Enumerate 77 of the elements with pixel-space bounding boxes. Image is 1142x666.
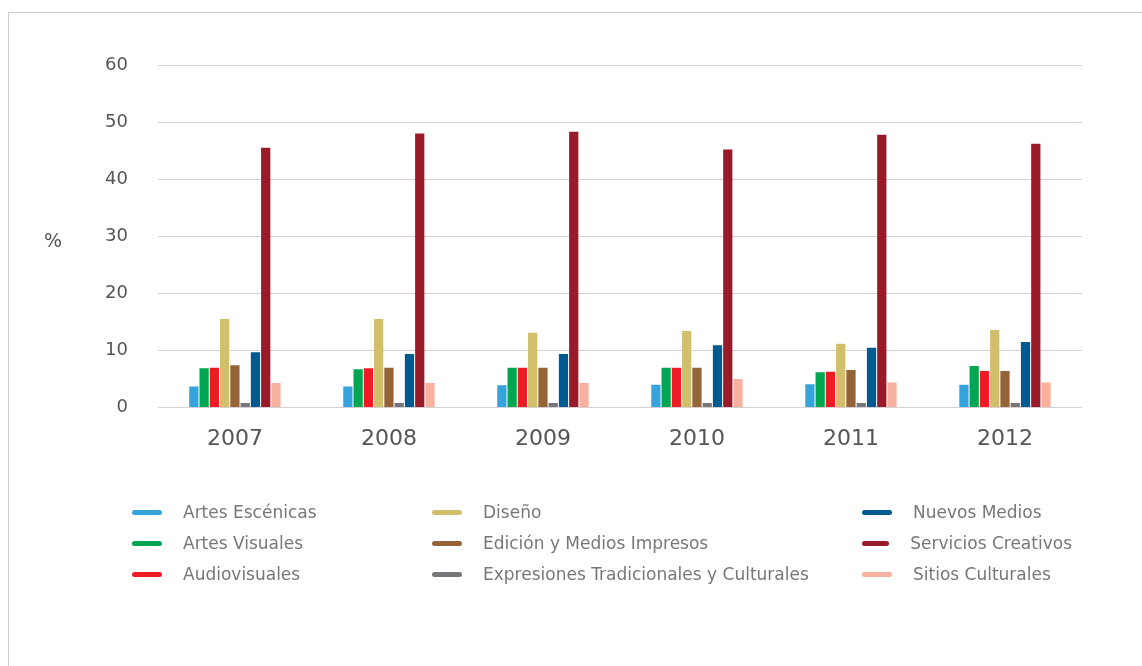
bar (250, 352, 261, 408)
bar (671, 367, 682, 408)
bar (887, 382, 897, 408)
bar (343, 386, 353, 408)
bar (815, 372, 825, 408)
bar (702, 403, 712, 408)
x-tick-label: 2011 (822, 424, 879, 450)
x-tick-label: 2012 (976, 424, 1033, 450)
bar (230, 365, 240, 408)
bar (846, 369, 856, 408)
bar (271, 383, 281, 408)
y-axis-title: % (44, 229, 63, 251)
bar (1041, 382, 1051, 408)
bar (425, 383, 435, 408)
bar (959, 384, 969, 408)
bar (548, 403, 558, 408)
bar (1031, 143, 1041, 408)
x-tick-label: 2008 (360, 424, 417, 450)
bar (374, 319, 384, 408)
bar (209, 367, 219, 408)
bar (805, 384, 815, 408)
bar (723, 149, 733, 408)
bar (363, 368, 374, 408)
bar (579, 383, 589, 408)
legend-label: Artes Escénicas (183, 502, 317, 522)
y-tick-label: 40 (105, 166, 128, 188)
bar (825, 371, 836, 408)
bar (199, 368, 209, 408)
bar (1020, 341, 1031, 408)
x-tick-label: 2009 (514, 424, 571, 450)
bar (836, 343, 846, 408)
bar (733, 379, 743, 408)
x-tick-label: 2007 (206, 424, 263, 450)
bar (538, 367, 548, 408)
legend-label: Sitios Culturales (913, 564, 1051, 584)
bar (856, 403, 866, 408)
bar (404, 353, 415, 408)
bar (394, 403, 404, 408)
bar (415, 133, 425, 408)
bar (353, 369, 363, 408)
legend-label: Audiovisuales (183, 564, 301, 584)
y-tick-label: 30 (105, 223, 128, 245)
bar (877, 134, 887, 408)
legend-label: Expresiones Tradicionales y Culturales (483, 564, 809, 584)
bar (220, 319, 230, 408)
bar (990, 329, 1000, 408)
bar (507, 367, 517, 408)
bar (517, 367, 528, 408)
bar (1000, 371, 1010, 408)
legend-label: Edición y Medios Impresos (483, 533, 709, 553)
legend-label: Nuevos Medios (913, 502, 1042, 522)
bar (651, 384, 661, 408)
bar (661, 367, 671, 408)
y-tick-label: 20 (105, 281, 128, 303)
bar (692, 367, 702, 408)
bar (682, 331, 692, 408)
legend-label: Diseño (483, 502, 542, 522)
bar (189, 386, 199, 408)
y-tick-label: 10 (105, 338, 128, 360)
legend-label: Artes Visuales (183, 533, 304, 553)
bar (1010, 403, 1020, 408)
y-tick-label: 60 (105, 52, 128, 74)
y-tick-label: 50 (105, 109, 128, 131)
bar (528, 332, 538, 408)
x-tick-label: 2010 (668, 424, 725, 450)
bar (261, 147, 271, 408)
bar (558, 353, 569, 408)
y-tick-label: 0 (116, 395, 128, 417)
bar (569, 131, 579, 408)
bar (497, 385, 507, 408)
bar (384, 367, 394, 408)
bar (866, 347, 877, 408)
bar (969, 365, 979, 408)
bar (712, 345, 723, 408)
bar (240, 403, 250, 408)
legend-label: Servicios Creativos (910, 533, 1072, 553)
bar (979, 371, 990, 408)
